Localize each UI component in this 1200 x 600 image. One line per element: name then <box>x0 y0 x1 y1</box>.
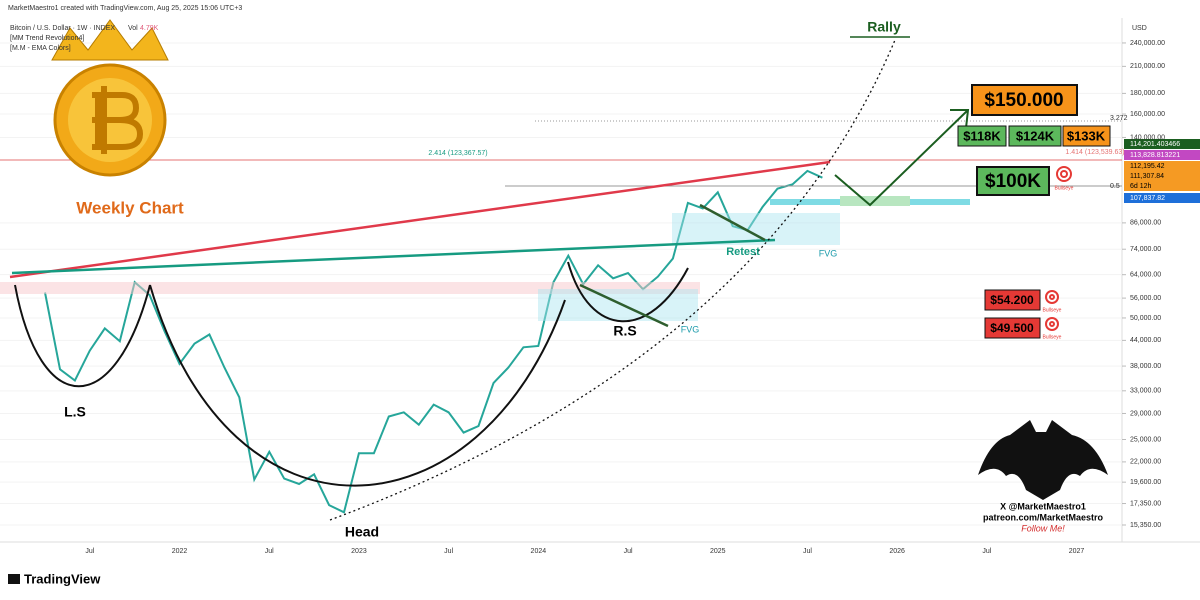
x-tick-label: 2022 <box>172 548 188 555</box>
price-tag: 113,828.813221 <box>1130 152 1180 159</box>
low-box <box>984 317 1041 339</box>
y-tick-label: 64,000.00 <box>1130 272 1161 279</box>
target-label: $124K <box>1016 128 1055 143</box>
projection-arrow <box>834 109 970 207</box>
fvg-zone <box>538 289 698 321</box>
y-tick-label: 50,000.00 <box>1130 315 1161 322</box>
y-tick-label: 210,000.00 <box>1130 63 1165 70</box>
symbol: Bitcoin / U.S. Dollar · 1W · INDEX <box>10 25 115 32</box>
y-tick-label: 17,350.00 <box>1130 500 1161 507</box>
x-tick-label: 2024 <box>531 548 547 555</box>
indicator: [MM Trend Revolution4] <box>10 35 84 42</box>
target-box <box>957 125 1007 147</box>
promo: Follow Me! <box>1021 523 1065 533</box>
price-tag: 112,195.42 <box>1130 163 1165 170</box>
y-tick-label: 180,000.00 <box>1130 90 1165 97</box>
pattern-label: Head <box>345 524 379 540</box>
price-tag-bg <box>1124 193 1200 203</box>
y-tick-label: 29,000.00 <box>1130 410 1161 417</box>
bullseye-label: Bullseye <box>1043 307 1062 313</box>
low-label: $49.500 <box>990 321 1034 335</box>
x-tick-label: Jul <box>803 548 812 555</box>
target-label: $150.000 <box>984 90 1063 111</box>
pattern-label: L.S <box>64 404 86 420</box>
neckline <box>11 238 776 275</box>
y-tick-label: 19,600.00 <box>1130 479 1161 486</box>
retest-label: Retest <box>726 246 760 258</box>
price-tag: 114,201.403466 <box>1130 141 1180 148</box>
x-tick-label: Jul <box>265 548 274 555</box>
volume-label: Vol <box>128 25 138 32</box>
parabolic-curve <box>329 39 896 521</box>
bullseye-label: Bullseye <box>1055 185 1074 191</box>
fvg-label: FVG <box>819 248 838 258</box>
credit: MarketMaestro1 created with TradingView.… <box>8 5 242 12</box>
support-box <box>976 166 1050 196</box>
low-box <box>984 289 1041 311</box>
target-box <box>1008 125 1062 147</box>
low-label: $54.200 <box>990 293 1034 307</box>
pattern-label: R.S <box>613 323 636 339</box>
y-tick-label: 38,000.00 <box>1130 363 1161 370</box>
support-label: $100K <box>985 171 1041 192</box>
x-tick-label: Jul <box>85 548 94 555</box>
target-label: $133K <box>1067 128 1106 143</box>
fib-label: 2.414 (123,367.57) <box>428 150 487 157</box>
price-tag-bg <box>1124 150 1200 160</box>
target-box <box>1062 125 1111 147</box>
fib-label: 3.272 <box>1110 115 1128 122</box>
y-tick-label: 240,000.00 <box>1130 40 1165 47</box>
promo: patreon.com/MarketMaestro <box>983 512 1104 522</box>
y-tick-label: 44,000.00 <box>1130 337 1161 344</box>
brand: TradingView <box>24 571 101 586</box>
brand-icon <box>8 574 20 584</box>
bullseye-icons <box>1045 166 1072 331</box>
volume: 4.79K <box>140 25 159 32</box>
weekly-label: Weekly Chart <box>76 198 184 217</box>
bullseye-label: Bullseye <box>1043 334 1062 340</box>
y-tick-label: 25,000.00 <box>1130 436 1161 443</box>
chart-layer <box>0 42 1122 526</box>
fvg-label: FVG <box>681 324 700 334</box>
x-tick-label: 2025 <box>710 548 726 555</box>
y-tick-label: 33,000.00 <box>1130 388 1161 395</box>
y-tick-label: 74,000.00 <box>1130 246 1161 253</box>
supply-zone <box>0 282 700 294</box>
currency: USD <box>1132 25 1147 32</box>
price-tag: 107,837.82 <box>1130 195 1165 202</box>
y-tick-label: 22,000.00 <box>1130 459 1161 466</box>
price-tag-bg <box>1124 139 1200 149</box>
price-line <box>44 169 823 514</box>
price-tag-bg <box>1124 161 1200 191</box>
target-label: $118K <box>963 128 1001 143</box>
price-tag: 6d 12h <box>1130 183 1152 190</box>
price-tag: 111,307.84 <box>1130 173 1164 180</box>
bat-logo <box>978 420 1108 500</box>
y-tick-label: 160,000.00 <box>1130 111 1165 118</box>
fib-label: 0.5 <box>1110 183 1120 190</box>
fib-label: 1.414 (123,539.63) <box>1065 149 1124 156</box>
target-box <box>971 84 1078 116</box>
retest-line <box>579 203 766 328</box>
resistance-line <box>9 160 831 279</box>
x-tick-label: Jul <box>624 548 633 555</box>
rally-label: Rally <box>867 19 901 35</box>
x-tick-label: Jul <box>444 548 453 555</box>
y-tick-label: 56,000.00 <box>1130 295 1161 302</box>
y-tick-label: 15,350.00 <box>1130 522 1161 529</box>
indicator: [M.M - EMA Colors] <box>10 45 71 52</box>
y-tick-label: 140,000.00 <box>1130 134 1165 141</box>
y-tick-label: 86,000.00 <box>1130 220 1161 227</box>
bitcoin-logo <box>51 19 169 177</box>
x-tick-label: Jul <box>982 548 991 555</box>
pattern-curve <box>14 261 689 487</box>
promo: X @MarketMaestro1 <box>1000 501 1086 511</box>
x-tick-label: 2023 <box>351 548 367 555</box>
x-tick-label: 2026 <box>889 548 905 555</box>
x-tick-label: 2027 <box>1069 548 1085 555</box>
